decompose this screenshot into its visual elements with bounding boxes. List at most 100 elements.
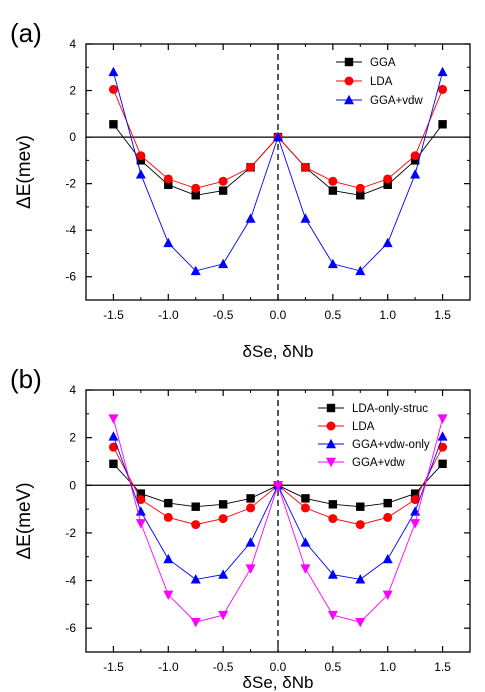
data-point-s2-11	[410, 169, 421, 179]
data-point-s1-11	[410, 151, 420, 161]
data-point-s0-3	[191, 191, 200, 200]
x-tick-label: 0.5	[325, 660, 342, 674]
data-point-s1-10	[383, 512, 393, 522]
x-axis-label: δSe, δNb	[243, 342, 314, 361]
data-point-s3-6	[273, 481, 283, 491]
data-point-s2-8	[327, 258, 338, 269]
data-point-s2-6	[273, 131, 283, 142]
data-point-s2-0	[108, 431, 119, 441]
y-tick-label: -2	[65, 177, 76, 191]
data-point-s0-9	[356, 191, 365, 200]
legend-label: GGA+vdw	[352, 457, 405, 469]
data-point-s3-0	[108, 414, 119, 424]
data-point-s1-3	[191, 520, 201, 530]
legend-marker	[326, 438, 336, 449]
data-point-s1-5	[246, 162, 256, 172]
data-point-s0-2	[164, 498, 173, 508]
data-point-s2-2	[163, 237, 174, 248]
legend-label: LDA-only-struc	[352, 403, 428, 415]
data-point-s3-5	[245, 564, 256, 574]
data-point-s0-10	[383, 498, 392, 508]
x-tick-label: -0.5	[213, 308, 234, 322]
data-point-s2-12	[437, 66, 448, 77]
y-tick-label: 4	[69, 383, 76, 397]
x-tick-label: -1.0	[158, 660, 179, 674]
data-point-s2-10	[382, 237, 393, 248]
y-tick-label: -6	[65, 270, 76, 284]
data-point-s0-11	[410, 489, 420, 498]
data-point-s3-10	[382, 590, 393, 601]
data-point-s0-1	[136, 489, 146, 498]
y-tick-label: 2	[69, 431, 76, 445]
data-point-s2-9	[355, 265, 366, 276]
legend-marker	[326, 457, 336, 468]
data-point-s1-12	[438, 442, 448, 452]
data-point-s1-4	[218, 176, 228, 186]
legend-marker	[326, 403, 336, 413]
chart-panel-b: -1.5 -1.0 -0.5 0.0 0.5 1.0 1.5 -6 -4 -2 0 2 4 δSe, δN…	[14, 383, 471, 692]
legend-label: LDA	[352, 421, 375, 433]
data-point-s1-1	[136, 151, 146, 161]
data-point-s0-1	[136, 156, 146, 165]
y-tick-label: 0	[69, 130, 76, 144]
y-axis-label: ΔE(meV)	[14, 482, 35, 559]
data-point-s1-1	[136, 495, 146, 505]
data-point-s2-4	[218, 569, 229, 579]
data-point-s0-0	[109, 120, 118, 129]
data-point-s1-2	[163, 512, 173, 522]
data-point-s0-12	[438, 120, 447, 129]
data-point-s0-8	[328, 500, 338, 509]
y-tick-label: 2	[69, 84, 76, 98]
legend-marker	[344, 57, 354, 67]
legend-marker	[344, 94, 354, 105]
panel-label-b: (b)	[10, 364, 42, 394]
data-point-s1-0	[108, 84, 118, 94]
x-tick-label: 0.0	[270, 660, 287, 674]
data-point-s3-3	[190, 618, 201, 628]
data-point-s2-7	[300, 213, 311, 223]
data-point-s1-7	[300, 503, 310, 513]
data-point-s2-3	[190, 265, 201, 276]
x-tick-label: 1.0	[379, 660, 396, 674]
x-tick-label: -1.5	[103, 308, 124, 322]
x-tick-label: -1.0	[158, 308, 179, 322]
x-tick-label: 0.5	[325, 308, 342, 322]
data-point-s2-4	[218, 258, 229, 269]
data-point-s0-0	[109, 459, 118, 469]
chart-panel-a: -1.5 -1.0 -0.5 0.0 0.5 1.0 1.5 -6 -4 -2 0 2 4 δSe, δN…	[14, 37, 471, 361]
data-point-s2-7	[300, 537, 311, 547]
data-point-s1-2	[163, 174, 173, 184]
data-point-s1-8	[328, 514, 338, 524]
data-point-s2-0	[108, 66, 119, 77]
x-tick-label: 1.0	[379, 308, 396, 322]
data-point-s1-12	[438, 84, 448, 94]
x-tick-label: -0.5	[213, 660, 234, 674]
data-point-s0-12	[438, 459, 447, 469]
data-point-s1-9	[355, 520, 365, 530]
data-point-s3-2	[163, 590, 174, 601]
y-tick-label: -6	[65, 621, 76, 635]
x-tick-label: 1.5	[434, 308, 451, 322]
y-tick-label: 0	[69, 478, 76, 492]
y-axis-label: ΔE(mev)	[14, 135, 35, 209]
data-point-s0-4	[218, 186, 228, 195]
legend-label: GGA+vdw-only	[352, 439, 430, 451]
data-point-s1-0	[108, 442, 118, 452]
legend-marker	[326, 421, 336, 431]
data-point-s0-5	[246, 494, 255, 503]
x-tick-label: 0.0	[270, 308, 287, 322]
legend-label: GGA	[370, 57, 396, 69]
data-point-s2-8	[327, 569, 338, 579]
data-point-s1-3	[191, 183, 201, 193]
data-point-s3-12	[437, 414, 448, 424]
data-point-s0-11	[410, 156, 420, 165]
data-point-s2-5	[245, 213, 256, 223]
panel-label-a: (a)	[10, 18, 42, 48]
legend-label: GGA+vdw	[370, 95, 423, 107]
x-axis-label: δSe, δNb	[243, 673, 314, 692]
data-point-s0-9	[356, 502, 365, 511]
data-point-s0-7	[301, 494, 310, 503]
data-point-s3-7	[300, 564, 311, 574]
legend-label: LDA	[370, 76, 393, 88]
data-point-s1-7	[300, 162, 310, 172]
